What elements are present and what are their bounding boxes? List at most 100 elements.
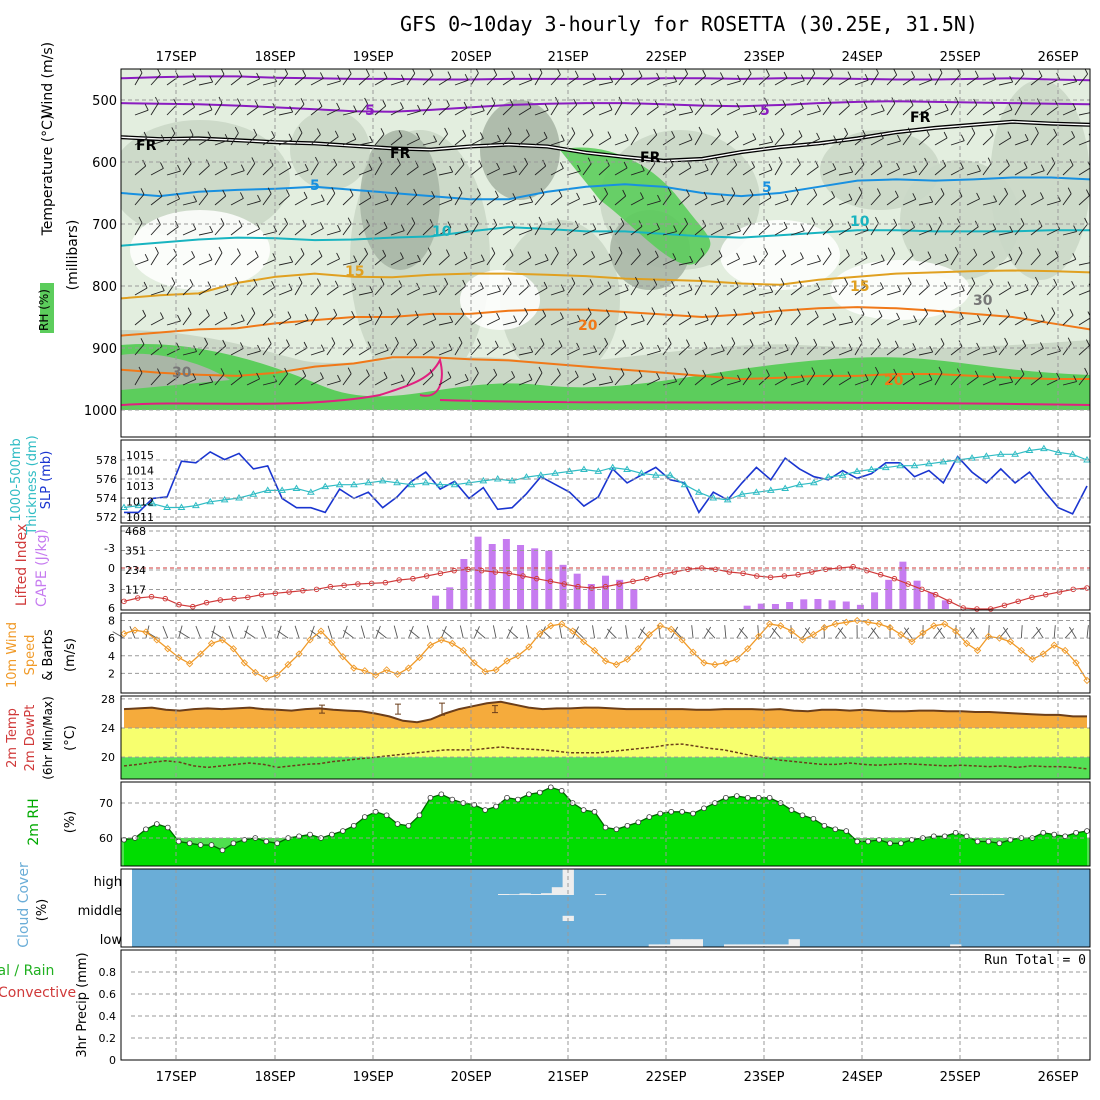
temp-tick: 20	[101, 751, 115, 764]
wind-barb-flag	[698, 276, 703, 284]
thickness-point	[982, 452, 991, 459]
wind-barb	[998, 287, 1012, 296]
date-label-bottom: 18SEP	[255, 1070, 296, 1085]
wind-barb	[886, 103, 896, 116]
wind-barb	[342, 261, 357, 266]
rh-point	[164, 824, 171, 831]
rh-point	[657, 810, 664, 817]
wind-barb	[342, 111, 357, 116]
wind-barb-flag	[143, 281, 148, 289]
wind-barb-flag	[144, 103, 149, 111]
temp-area	[124, 701, 1087, 729]
wind-barb	[310, 106, 323, 116]
wind-barb-flag	[224, 283, 229, 291]
wind10-point	[984, 632, 993, 641]
panel-frame	[120, 612, 1091, 694]
wind-barb	[822, 224, 834, 236]
rh-point	[372, 808, 379, 815]
wind-barb	[534, 137, 548, 146]
wind-barb	[646, 256, 659, 266]
wind10-point	[404, 664, 413, 672]
date-label-bottom: 20SEP	[451, 1070, 492, 1085]
wind-barb	[230, 198, 244, 206]
thickness-tick: 574	[96, 492, 117, 505]
wind-barb-flag	[929, 345, 934, 353]
wind-barb	[470, 138, 484, 146]
wind-barb-flag	[287, 161, 292, 168]
contour-label: 10	[432, 224, 452, 240]
wind10-point	[820, 623, 829, 632]
temperature-contour	[121, 356, 1090, 381]
wind-barb-flag	[383, 221, 388, 229]
wind-barb-flag	[285, 189, 290, 196]
rh-point	[701, 805, 707, 812]
wind-barb-flag	[222, 339, 227, 347]
wind-barb-flag	[751, 310, 756, 318]
wind-barb	[566, 226, 579, 236]
wind-barb-flag	[716, 128, 721, 135]
wind-barb-flag	[800, 374, 805, 381]
wind-barb-flag	[907, 277, 912, 284]
wind-barb	[1062, 136, 1075, 146]
wind-barb	[630, 376, 643, 386]
wind-barb-flag	[942, 309, 947, 317]
wind-barb	[438, 171, 453, 176]
wind-barb	[678, 317, 692, 326]
cape-bar	[899, 561, 907, 609]
wind-barb	[502, 348, 516, 356]
wind-barb-flag	[1040, 164, 1045, 171]
wind-barb	[1062, 164, 1074, 176]
wind10-barb	[277, 630, 289, 639]
wind-barb	[150, 318, 164, 326]
wind-barb	[166, 133, 176, 146]
wind-barb	[710, 106, 723, 116]
wind10-point	[153, 636, 161, 644]
wind-barb-flag	[753, 255, 758, 262]
wind-barb-flag	[992, 73, 997, 80]
wind-barb	[662, 136, 675, 146]
wind-barb-flag	[142, 159, 147, 167]
wind-barb	[806, 223, 816, 236]
wind-barb-flag	[480, 104, 485, 111]
wind-barb-flag	[1067, 187, 1072, 194]
wind-barb	[1030, 170, 1045, 176]
cloud-cover-bar	[971, 894, 983, 895]
wind-barb-flag	[799, 102, 804, 109]
wind-barb-flag	[927, 251, 932, 258]
wind-barb	[198, 137, 212, 146]
wind-barb-flag	[144, 253, 149, 261]
wind-barb-flag	[858, 336, 863, 344]
rh-point	[930, 833, 937, 840]
wind-barb-flag	[991, 250, 996, 258]
wind-barb-flag	[974, 70, 979, 78]
wind-barb	[646, 378, 660, 386]
wind-barb	[806, 260, 821, 266]
wind-barb-flag	[845, 99, 850, 106]
wind-barb-flag	[609, 375, 614, 383]
wind-barb	[646, 313, 656, 326]
wind-barb	[902, 376, 915, 386]
wind-barb	[134, 72, 143, 86]
wind-barb-flag	[698, 126, 703, 134]
wind-barb-flag	[924, 157, 929, 165]
wind-barb	[1078, 167, 1090, 176]
wind10-barb	[637, 626, 645, 639]
wind-barb	[870, 166, 883, 176]
cape-tick: 351	[125, 545, 146, 558]
rh-point	[558, 787, 565, 794]
wind-barb	[934, 287, 948, 296]
contour-label: 15	[345, 264, 364, 280]
wind10-barb	[211, 630, 223, 639]
wind-barb	[1078, 317, 1090, 326]
wind-barb-flag	[319, 72, 324, 79]
wind10-point	[601, 657, 610, 665]
dry-area	[460, 270, 540, 330]
wind-barb-flag	[976, 342, 981, 350]
wind-barb	[822, 291, 837, 296]
wind10-point	[919, 629, 927, 637]
wind10-barb	[559, 625, 563, 639]
wind-barb-flag	[334, 280, 339, 288]
wind10-barb	[625, 625, 628, 639]
wind-barb-flag	[220, 218, 225, 225]
lifted-index-point	[740, 570, 746, 577]
